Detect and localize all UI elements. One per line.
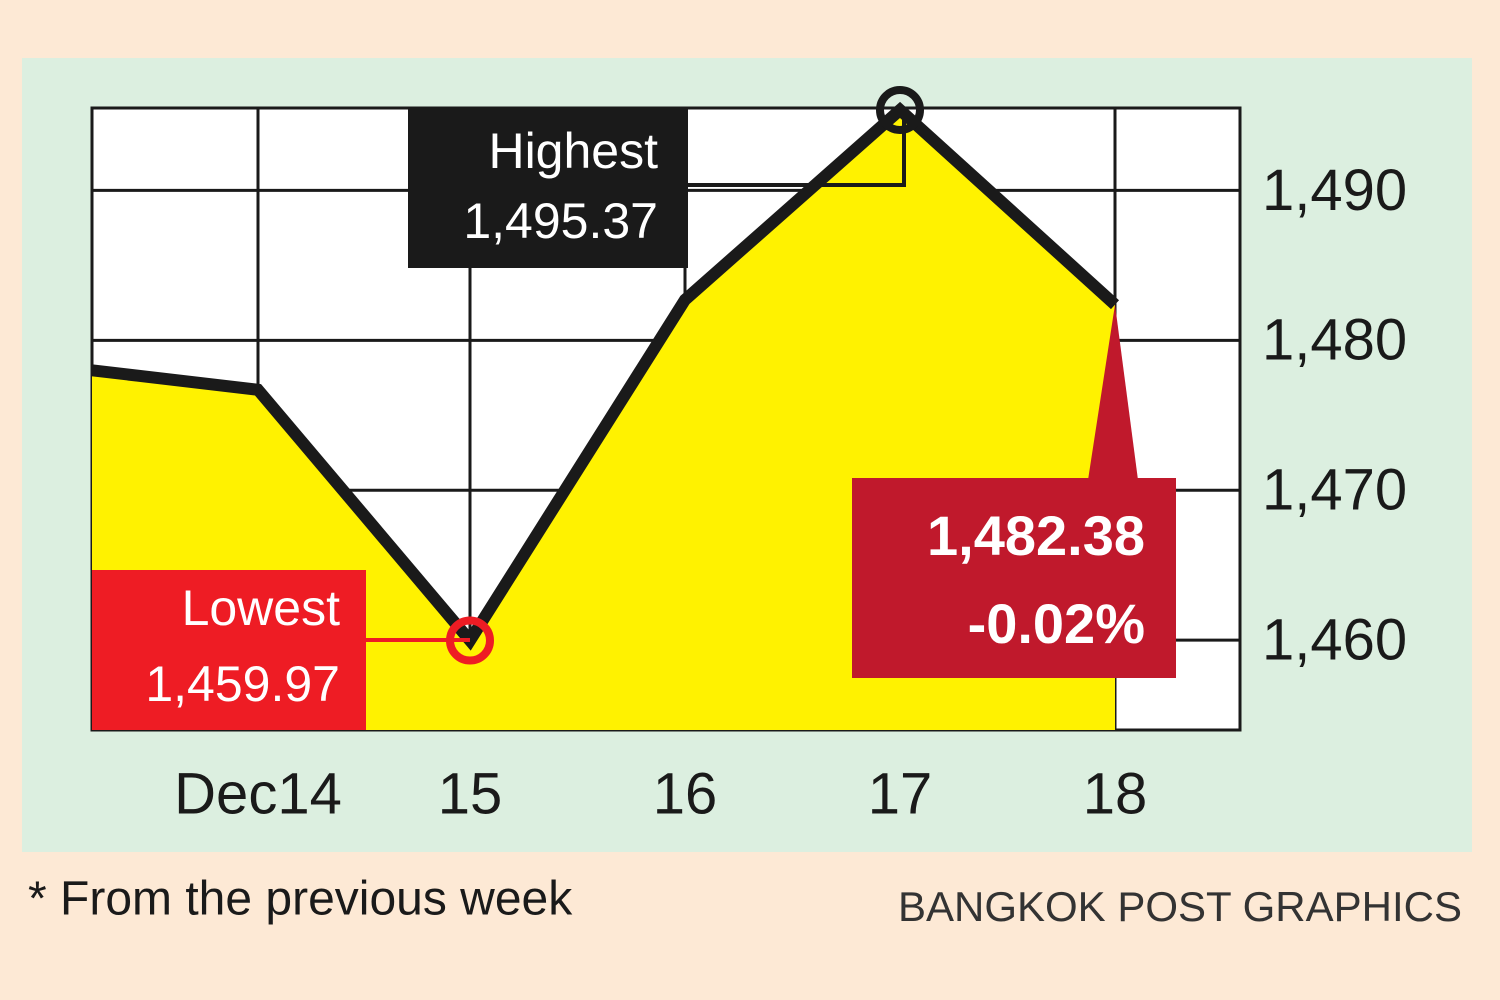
lowest-marker [446, 616, 494, 665]
label-box [408, 108, 688, 268]
source: BANGKOK POST GRAPHICS [898, 883, 1462, 930]
line [91, 101, 1120, 651]
value-label: 1,495.37 [463, 193, 658, 249]
y-tick-label: 1,480 [1262, 308, 1407, 373]
x-tick-label: Dec14 [174, 761, 342, 826]
x-tick-label: 16 [653, 761, 718, 826]
value-label: 1,459.97 [145, 656, 340, 712]
x-tick-label: 18 [1083, 761, 1148, 826]
y-tick-label: 1,460 [1262, 607, 1407, 672]
label-box [92, 570, 366, 730]
value-label: 1,482.38 [927, 504, 1145, 567]
y-tick-label: 1,490 [1262, 158, 1407, 223]
highlight-marker [876, 85, 924, 134]
x-tick-label: 15 [438, 761, 503, 826]
x-tick-label: 17 [868, 761, 933, 826]
label-box [852, 478, 1176, 678]
y-tick-label: 1,470 [1262, 458, 1407, 523]
annotations: 1,460 1,470 1,480 1,490 Dec14 15 16 17 18 Highest… [92, 85, 1407, 826]
annotation: Highest [488, 123, 658, 179]
footnote: * From the previous week [28, 873, 573, 926]
annotation: -0.02% [968, 592, 1145, 655]
annotation: Lowest [182, 580, 341, 636]
callout-pointer [1088, 304, 1138, 480]
connector [688, 109, 906, 187]
